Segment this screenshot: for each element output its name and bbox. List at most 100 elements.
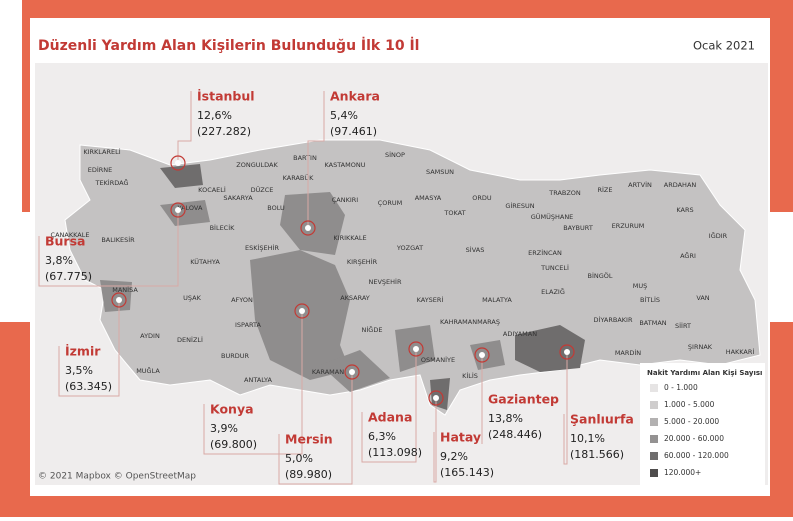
callout-dot	[175, 207, 181, 213]
province-label: BURDUR	[221, 352, 249, 360]
callout-name: Hatay	[440, 430, 481, 445]
legend: Nakit Yardımı Alan Kişi Sayısı 0 - 1.000 1…	[647, 369, 762, 477]
province-label: BALIKESİR	[101, 235, 135, 244]
callout-dot	[564, 349, 570, 355]
callout-name: İstanbul	[197, 89, 255, 104]
legend-label: 60.000 - 120.000	[664, 451, 729, 460]
province-label: SAMSUN	[426, 168, 454, 176]
callout-dot	[305, 225, 311, 231]
province-label: YALOVA	[177, 204, 203, 212]
callout-ring	[170, 202, 186, 218]
province-label: EDİRNE	[88, 165, 113, 174]
province-label: KIRIKKALE	[333, 234, 366, 242]
callout-share: 10,1%	[570, 432, 605, 445]
province-label: KAYSERİ	[417, 295, 444, 304]
province-label: DÜZCE	[251, 185, 274, 194]
callout-share: 13,8%	[488, 412, 523, 425]
province-label: ARDAHAN	[664, 181, 697, 189]
callout-count: (165.143)	[440, 466, 494, 479]
callout-ring	[474, 347, 490, 363]
province-label: YOZGAT	[396, 244, 423, 252]
callout-name: Mersin	[285, 432, 333, 447]
province-label: ESKİŞEHİR	[245, 243, 279, 252]
province-label: KARABÜK	[283, 173, 315, 182]
callout-dot	[479, 352, 485, 358]
callout-line	[307, 91, 325, 228]
region-dark	[100, 280, 132, 312]
callout-dot	[433, 395, 439, 401]
region-dark	[470, 340, 505, 370]
callout-count: (67.775)	[45, 270, 92, 283]
province-label: DENİZLİ	[177, 335, 203, 344]
legend-swatch	[650, 384, 658, 392]
province-label: KOCAELİ	[198, 185, 226, 194]
province-label: KÜTAHYA	[190, 257, 220, 266]
callout-name: Adana	[368, 410, 412, 425]
province-label: MARDİN	[615, 348, 641, 357]
callout-name: Şanlıurfa	[570, 412, 634, 427]
province-label: MALATYA	[482, 296, 512, 304]
region-dark	[320, 350, 390, 392]
callout-share: 3,5%	[65, 364, 93, 377]
callout-line	[38, 210, 179, 287]
province-label: SİVAS	[466, 245, 485, 254]
callout-share: 6,3%	[368, 430, 396, 443]
province-label: HAKKARİ	[726, 347, 755, 356]
province-label: OSMANİYE	[421, 355, 455, 364]
callout-share: 5,0%	[285, 452, 313, 465]
province-label: ADIYAMAN	[503, 330, 537, 338]
callout-ring	[559, 344, 575, 360]
province-label: SİNOP	[385, 150, 405, 159]
callout-share: 5,4%	[330, 109, 358, 122]
callout-ring	[300, 220, 316, 236]
province-label: KİLİS	[462, 371, 478, 380]
province-label: AMASYA	[415, 194, 442, 202]
legend-swatch	[650, 435, 658, 443]
attribution: © 2021 Mapbox © OpenStreetMap	[38, 472, 196, 482]
callout-dot	[349, 369, 355, 375]
province-label: SİİRT	[675, 321, 691, 330]
callouts: İstanbul 12,6% (227.282) Ankara 5,4% (97.461)…	[38, 89, 634, 485]
province-label: AYDIN	[140, 332, 160, 340]
callout-name: Gaziantep	[488, 392, 559, 407]
province-label: KARS	[676, 206, 693, 214]
date: Ocak 2021	[693, 39, 755, 53]
callout-share: 9,2%	[440, 450, 468, 463]
province-label: GÜMÜŞHANE	[531, 212, 574, 221]
province-label: AKSARAY	[340, 294, 370, 302]
callout-name: Ankara	[330, 89, 380, 104]
title: Düzenli Yardım Alan Kişilerin Bulunduğu …	[38, 37, 419, 54]
callout-ring	[111, 292, 127, 308]
legend-label: 20.000 - 60.000	[664, 434, 724, 443]
callout-ring	[344, 364, 360, 380]
legend-label: 0 - 1.000	[664, 383, 698, 392]
province-label: IĞDIR	[709, 231, 728, 240]
callout-dot	[413, 346, 419, 352]
callout-ring	[428, 390, 444, 406]
province-label: BARTIN	[293, 154, 317, 162]
province-label: KAHRAMANMARAŞ	[440, 318, 500, 326]
callout-line	[361, 349, 417, 463]
callout-dot	[175, 160, 181, 166]
callout-line	[58, 300, 120, 397]
callout-line	[177, 91, 192, 163]
province-label: BİLECİK	[210, 223, 236, 232]
callout-count: (69.800)	[210, 438, 257, 451]
province-label: UŞAK	[183, 294, 201, 302]
province-label: ARTVİN	[628, 180, 652, 189]
province-label: TRABZON	[548, 189, 581, 197]
callout-count: (63.345)	[65, 380, 112, 393]
callout-ring	[408, 341, 424, 357]
province-label: RİZE	[598, 185, 613, 194]
province-label: MUĞLA	[136, 366, 160, 375]
callout-count: (248.446)	[488, 428, 542, 441]
callout-name: Konya	[210, 402, 254, 417]
province-label: MUŞ	[633, 282, 648, 290]
callout-share: 3,8%	[45, 254, 73, 267]
province-label: ELAZIĞ	[541, 287, 565, 296]
legend-swatch	[650, 469, 658, 477]
province-label: BİTLİS	[640, 295, 660, 304]
province-label: ÇORUM	[378, 199, 403, 207]
province-label: BOLU	[267, 204, 285, 212]
region-dark	[160, 164, 203, 188]
